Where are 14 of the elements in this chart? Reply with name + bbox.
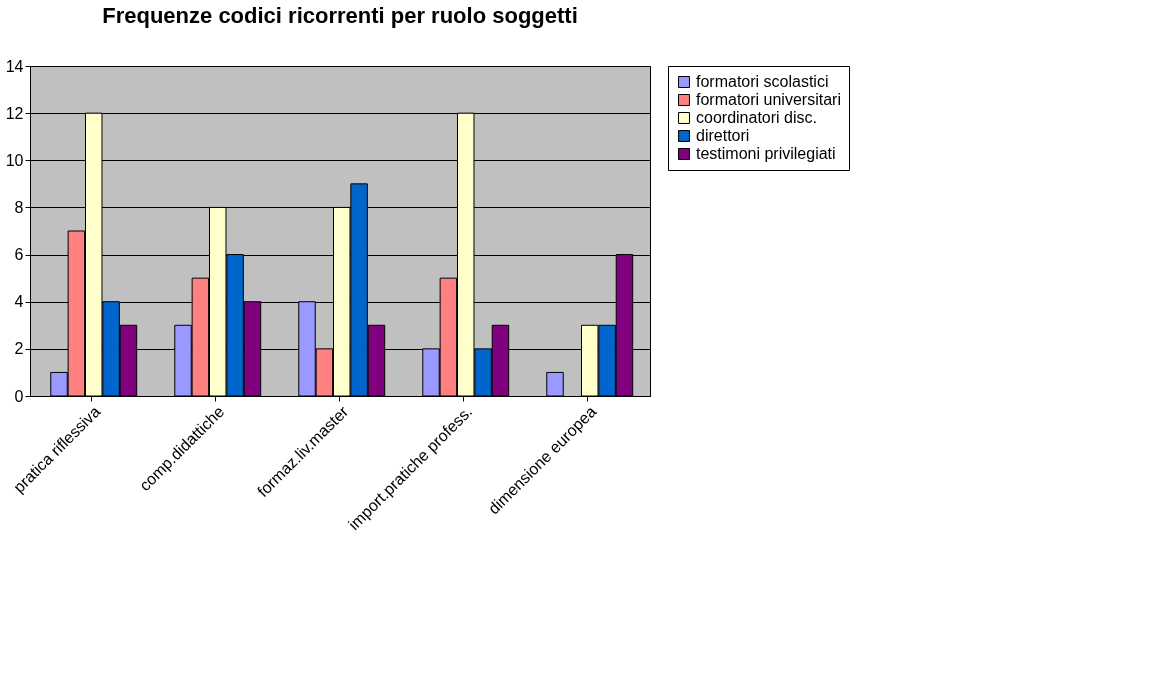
legend-label: formatori scolastici <box>696 73 829 90</box>
legend-label: testimoni privilegiati <box>696 145 836 162</box>
y-tick-label: 2 <box>14 340 24 358</box>
y-tick-label: 12 <box>5 104 24 122</box>
legend-label: coordinatori disc. <box>696 109 817 126</box>
y-tick-label: 0 <box>14 387 24 405</box>
y-tick-label: 8 <box>14 198 24 216</box>
chart-title: Frequenze codici ricorrenti per ruolo soggetti <box>102 3 578 28</box>
y-tick-label: 10 <box>5 151 24 169</box>
legend-label: formatori universitari <box>696 91 841 108</box>
y-tick-label: 14 <box>5 57 24 75</box>
legend-label: direttori <box>696 127 750 144</box>
y-tick-label: 4 <box>14 293 24 311</box>
y-tick-label: 6 <box>14 246 24 264</box>
